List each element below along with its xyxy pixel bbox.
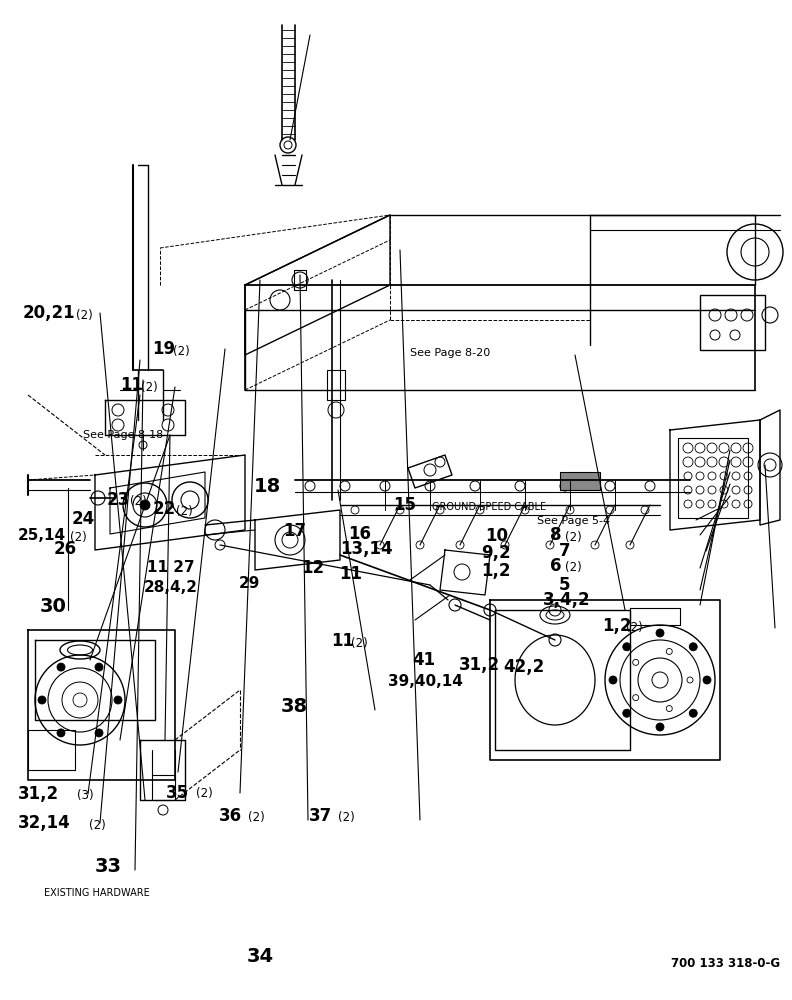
Text: 31,2: 31,2 <box>459 656 501 674</box>
Circle shape <box>57 729 65 737</box>
Circle shape <box>623 709 630 717</box>
Text: (3): (3) <box>77 790 93 802</box>
Text: 42,2: 42,2 <box>504 658 545 676</box>
Text: (2): (2) <box>173 344 190 358</box>
Circle shape <box>57 663 65 671</box>
Text: 18: 18 <box>253 478 280 496</box>
Text: 11: 11 <box>120 376 143 394</box>
Text: 39,40,14: 39,40,14 <box>388 674 463 689</box>
Bar <box>560 472 600 490</box>
Text: (2): (2) <box>130 495 147 508</box>
Text: 16: 16 <box>348 525 371 543</box>
Circle shape <box>656 629 664 637</box>
Bar <box>700 295 765 350</box>
Circle shape <box>140 500 150 510</box>
Text: (2): (2) <box>338 811 355 824</box>
Circle shape <box>656 723 664 731</box>
Circle shape <box>609 676 617 684</box>
Text: 5: 5 <box>559 576 571 594</box>
Text: (2): (2) <box>565 561 582 574</box>
Text: 25,14: 25,14 <box>17 528 66 544</box>
Text: 20,21: 20,21 <box>22 304 74 322</box>
Text: (2): (2) <box>626 621 643 635</box>
Circle shape <box>703 676 711 684</box>
Text: 29: 29 <box>239 576 261 591</box>
Text: 10: 10 <box>485 527 508 545</box>
Text: 7: 7 <box>559 542 571 560</box>
Circle shape <box>95 729 103 737</box>
Text: (2): (2) <box>565 530 582 544</box>
Bar <box>678 438 748 518</box>
Text: 3,4,2: 3,4,2 <box>543 591 591 609</box>
Text: 700 133 318-0-G: 700 133 318-0-G <box>671 957 780 970</box>
Circle shape <box>623 643 630 651</box>
Text: 22: 22 <box>153 500 176 518</box>
Text: (2): (2) <box>141 380 158 393</box>
Text: 1,2: 1,2 <box>602 617 631 635</box>
Text: 32,14: 32,14 <box>17 814 70 832</box>
Circle shape <box>689 709 697 717</box>
Text: 9,2: 9,2 <box>482 544 511 562</box>
Text: 15: 15 <box>394 496 417 514</box>
Text: 17: 17 <box>284 522 307 540</box>
Text: 6: 6 <box>550 557 562 575</box>
Text: EXISTING HARDWARE: EXISTING HARDWARE <box>44 888 150 898</box>
Text: (2): (2) <box>248 811 265 824</box>
Text: 35: 35 <box>166 784 189 802</box>
Text: 37: 37 <box>309 807 332 825</box>
Text: 28,4,2: 28,4,2 <box>144 580 198 595</box>
Text: 41: 41 <box>412 651 435 669</box>
Bar <box>327 370 345 400</box>
Circle shape <box>689 643 697 651</box>
Text: 11 27: 11 27 <box>147 560 194 575</box>
Text: 8: 8 <box>550 526 562 544</box>
Text: 1,2: 1,2 <box>481 562 510 580</box>
Text: GROUND SPEED CABLE: GROUND SPEED CABLE <box>432 502 546 512</box>
Text: 38: 38 <box>281 698 308 716</box>
Text: See Page 5-4: See Page 5-4 <box>537 516 610 526</box>
Text: (2): (2) <box>70 532 86 544</box>
Text: 31,2: 31,2 <box>17 785 59 803</box>
Circle shape <box>114 696 122 704</box>
Text: 33: 33 <box>95 857 122 876</box>
Text: 13,14: 13,14 <box>340 540 392 558</box>
Text: (2): (2) <box>176 504 192 518</box>
Circle shape <box>95 663 103 671</box>
Text: 26: 26 <box>54 540 77 558</box>
Text: See Page 8-18: See Page 8-18 <box>83 430 163 440</box>
Text: 19: 19 <box>152 340 175 358</box>
Text: 30: 30 <box>40 597 67 616</box>
Text: (2): (2) <box>196 786 212 800</box>
Text: 24: 24 <box>71 510 94 528</box>
Text: (2): (2) <box>76 308 93 322</box>
Text: See Page 8-20: See Page 8-20 <box>410 348 490 358</box>
Text: 12: 12 <box>301 559 324 577</box>
Circle shape <box>38 696 46 704</box>
Text: 36: 36 <box>219 807 242 825</box>
Text: 11: 11 <box>331 632 354 650</box>
Text: 23: 23 <box>107 491 130 509</box>
Text: 34: 34 <box>247 946 274 965</box>
Text: (2): (2) <box>351 637 367 650</box>
Text: 11: 11 <box>339 565 362 583</box>
Text: (2): (2) <box>89 818 106 831</box>
